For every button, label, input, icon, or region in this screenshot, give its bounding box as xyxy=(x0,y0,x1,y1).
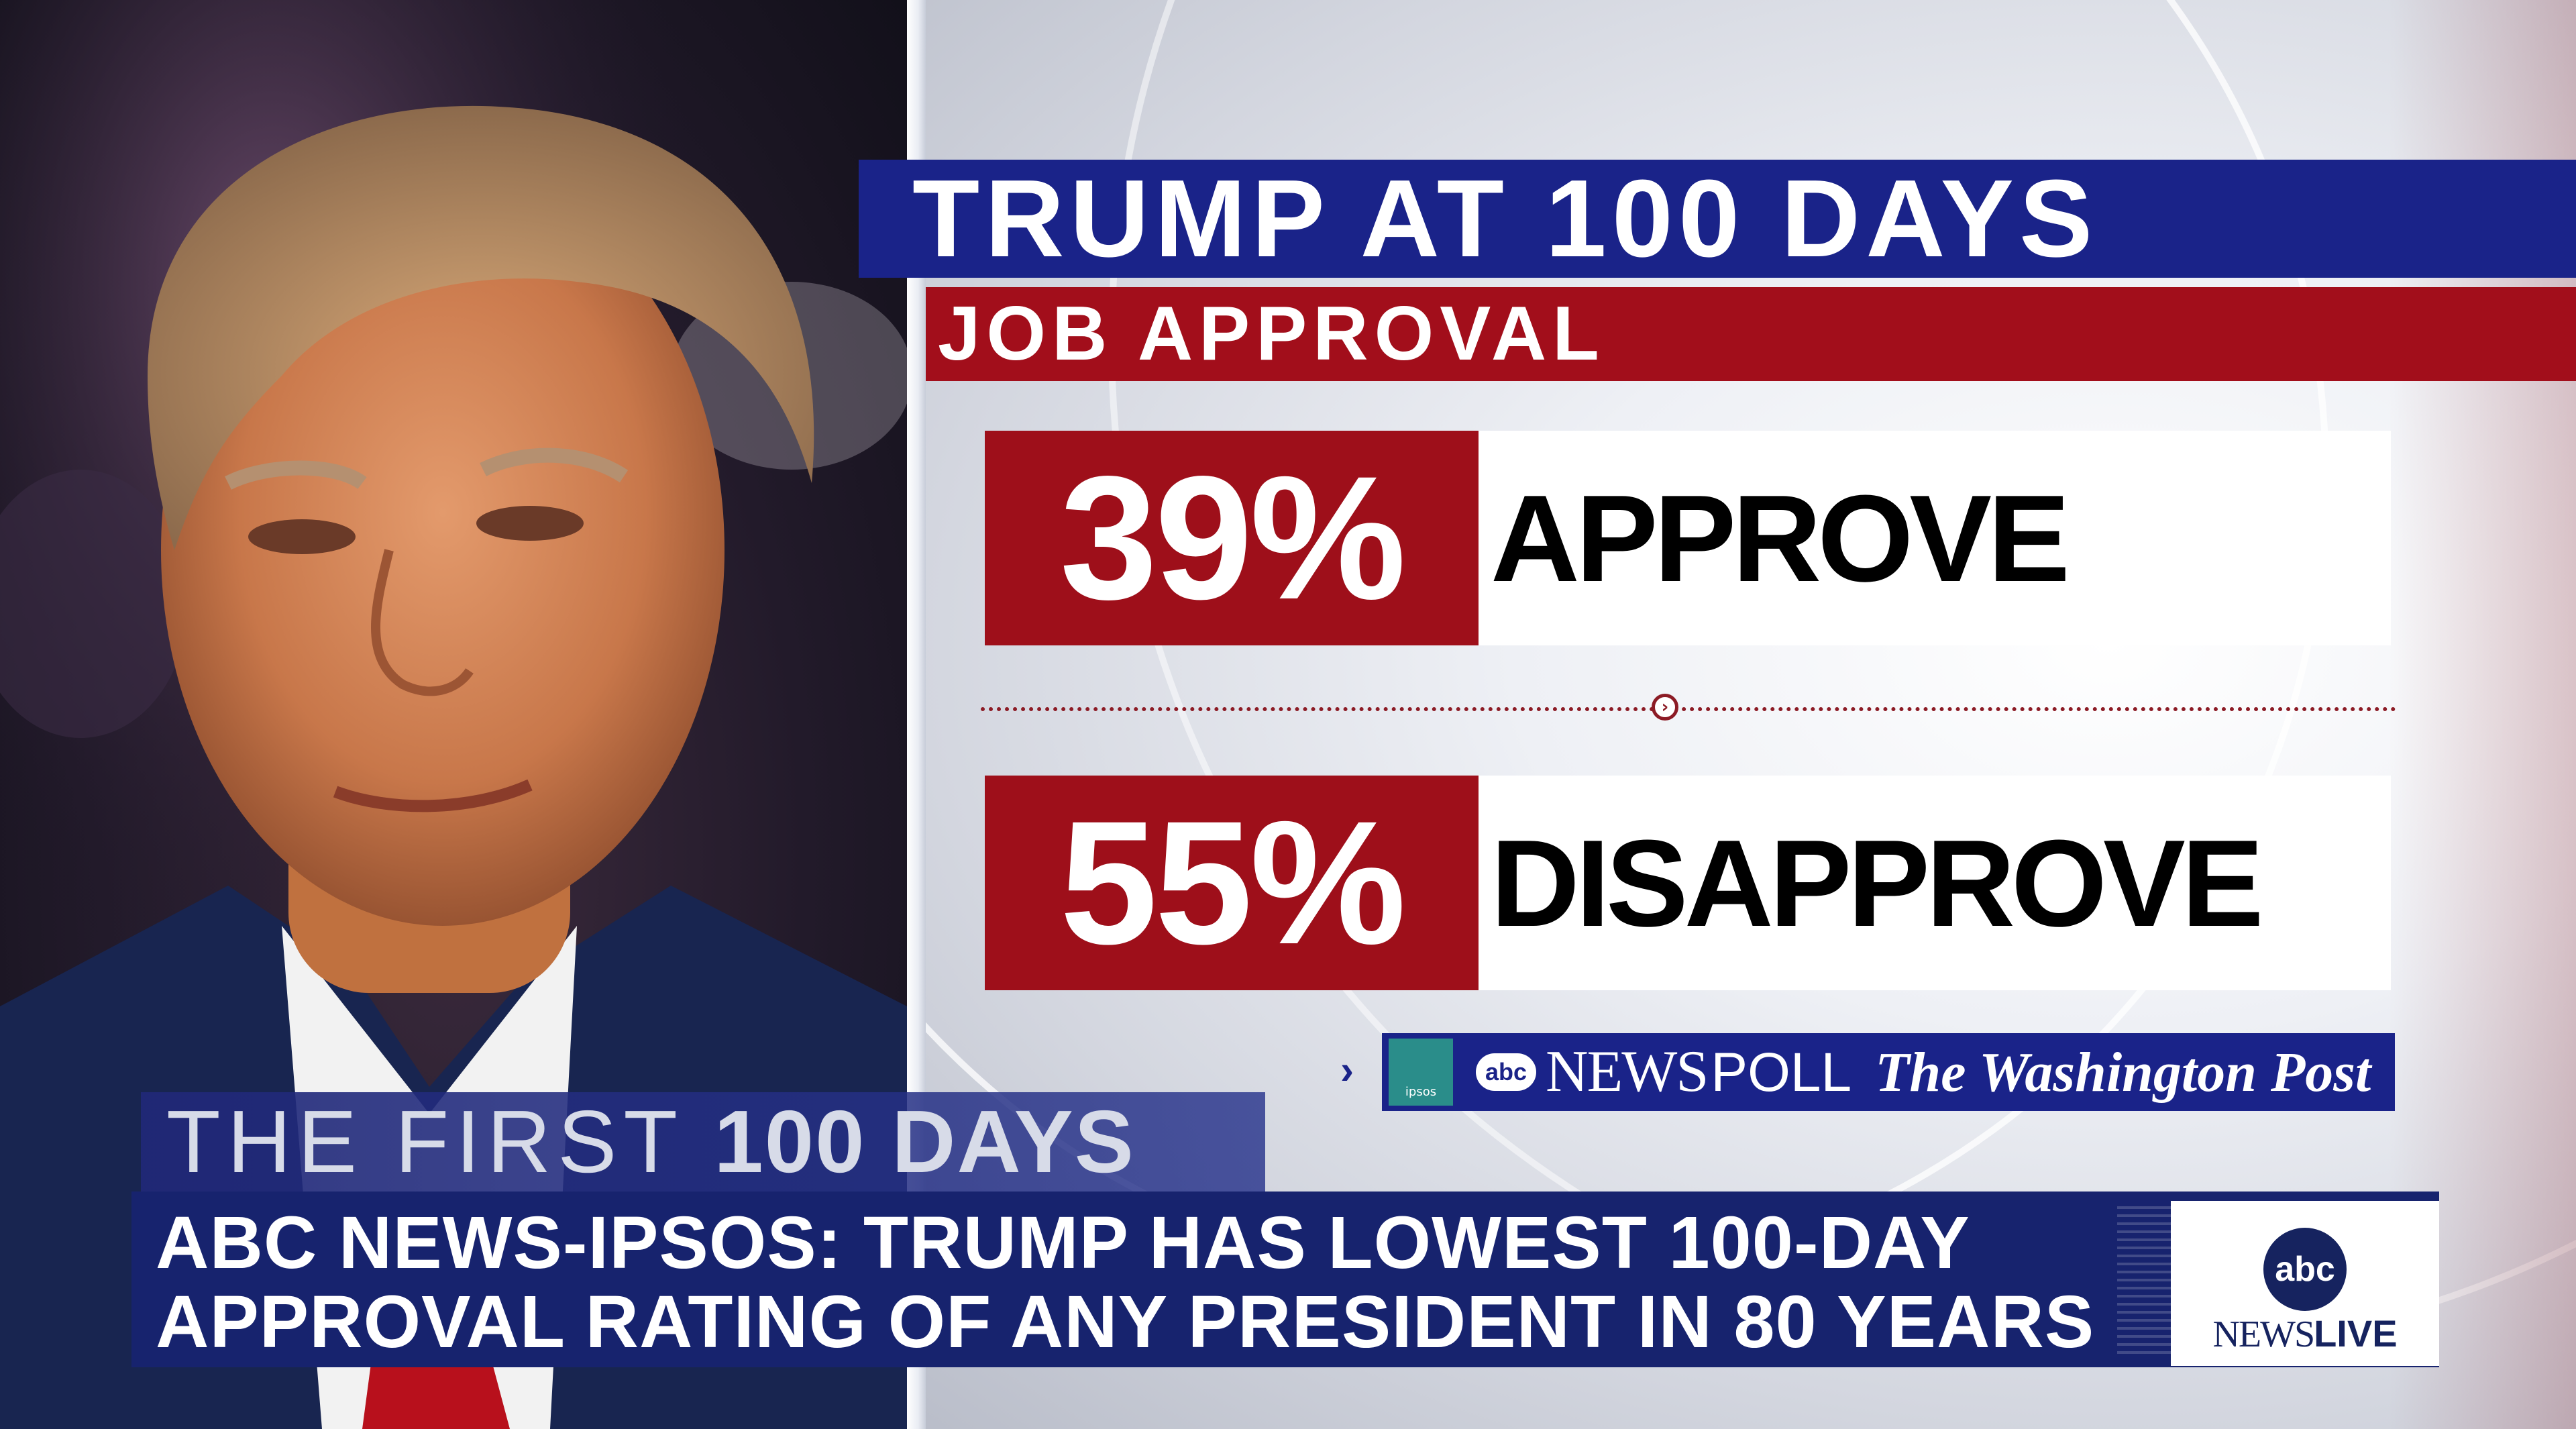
abc-logo-icon: abc xyxy=(2263,1228,2347,1311)
abc-small-logo: abc xyxy=(1476,1053,1536,1091)
approve-percent: 39% xyxy=(985,431,1479,645)
lower-third-ticker: ABC NEWS-IPSOS: TRUMP HAS LOWEST 100-DAY… xyxy=(131,1192,2439,1367)
source-chevron-icon: › xyxy=(1340,1047,1354,1092)
ipsos-logo: ipsos xyxy=(1389,1039,1453,1106)
disapprove-percent: 55% xyxy=(985,776,1479,990)
source-credit-bar: ipsos abc NEWS POLL The Washington Post xyxy=(1382,1033,2395,1111)
headline-subtitle: JOB APPROVAL xyxy=(938,291,1605,376)
source-poll: POLL xyxy=(1711,1042,1852,1103)
segment-tag-text: THE FIRST 100 DAYS xyxy=(166,1092,1135,1192)
separator-chevron-icon: › xyxy=(1652,694,1678,721)
source-news: NEWS xyxy=(1546,1039,1709,1104)
segment-tag-part2: 100 DAYS xyxy=(714,1092,1135,1191)
approve-label: APPROVE xyxy=(1479,431,2391,645)
disapprove-label: DISAPPROVE xyxy=(1479,776,2391,990)
washington-post-logo: The Washington Post xyxy=(1875,1041,2371,1104)
approve-row: 39% APPROVE xyxy=(985,431,2391,645)
headline-title: TRUMP AT 100 DAYS xyxy=(912,157,2098,280)
newslive-live: LIVE xyxy=(2314,1312,2398,1355)
dotted-separator xyxy=(981,707,2396,711)
source-text: NEWS POLL The Washington Post xyxy=(1546,1033,2371,1111)
newslive-wordmark: NEWSLIVE xyxy=(2171,1314,2439,1363)
newslive-news: NEWS xyxy=(2212,1314,2315,1355)
abc-news-live-logo: abc NEWSLIVE xyxy=(2171,1201,2439,1366)
segment-tag: THE FIRST 100 DAYS xyxy=(141,1092,1265,1192)
subheadline-bar: JOB APPROVAL xyxy=(926,287,2576,381)
ticker-line-2: APPROVAL RATING OF ANY PRESIDENT IN 80 Y… xyxy=(156,1281,2095,1363)
disapprove-row: 55% DISAPPROVE xyxy=(985,776,2391,990)
headline-bar: TRUMP AT 100 DAYS xyxy=(859,160,2576,278)
segment-tag-part1: THE FIRST xyxy=(166,1092,683,1191)
ticker-line-1: ABC NEWS-IPSOS: TRUMP HAS LOWEST 100-DAY xyxy=(156,1202,1970,1284)
ticker-headline: ABC NEWS-IPSOS: TRUMP HAS LOWEST 100-DAY… xyxy=(156,1204,2094,1362)
